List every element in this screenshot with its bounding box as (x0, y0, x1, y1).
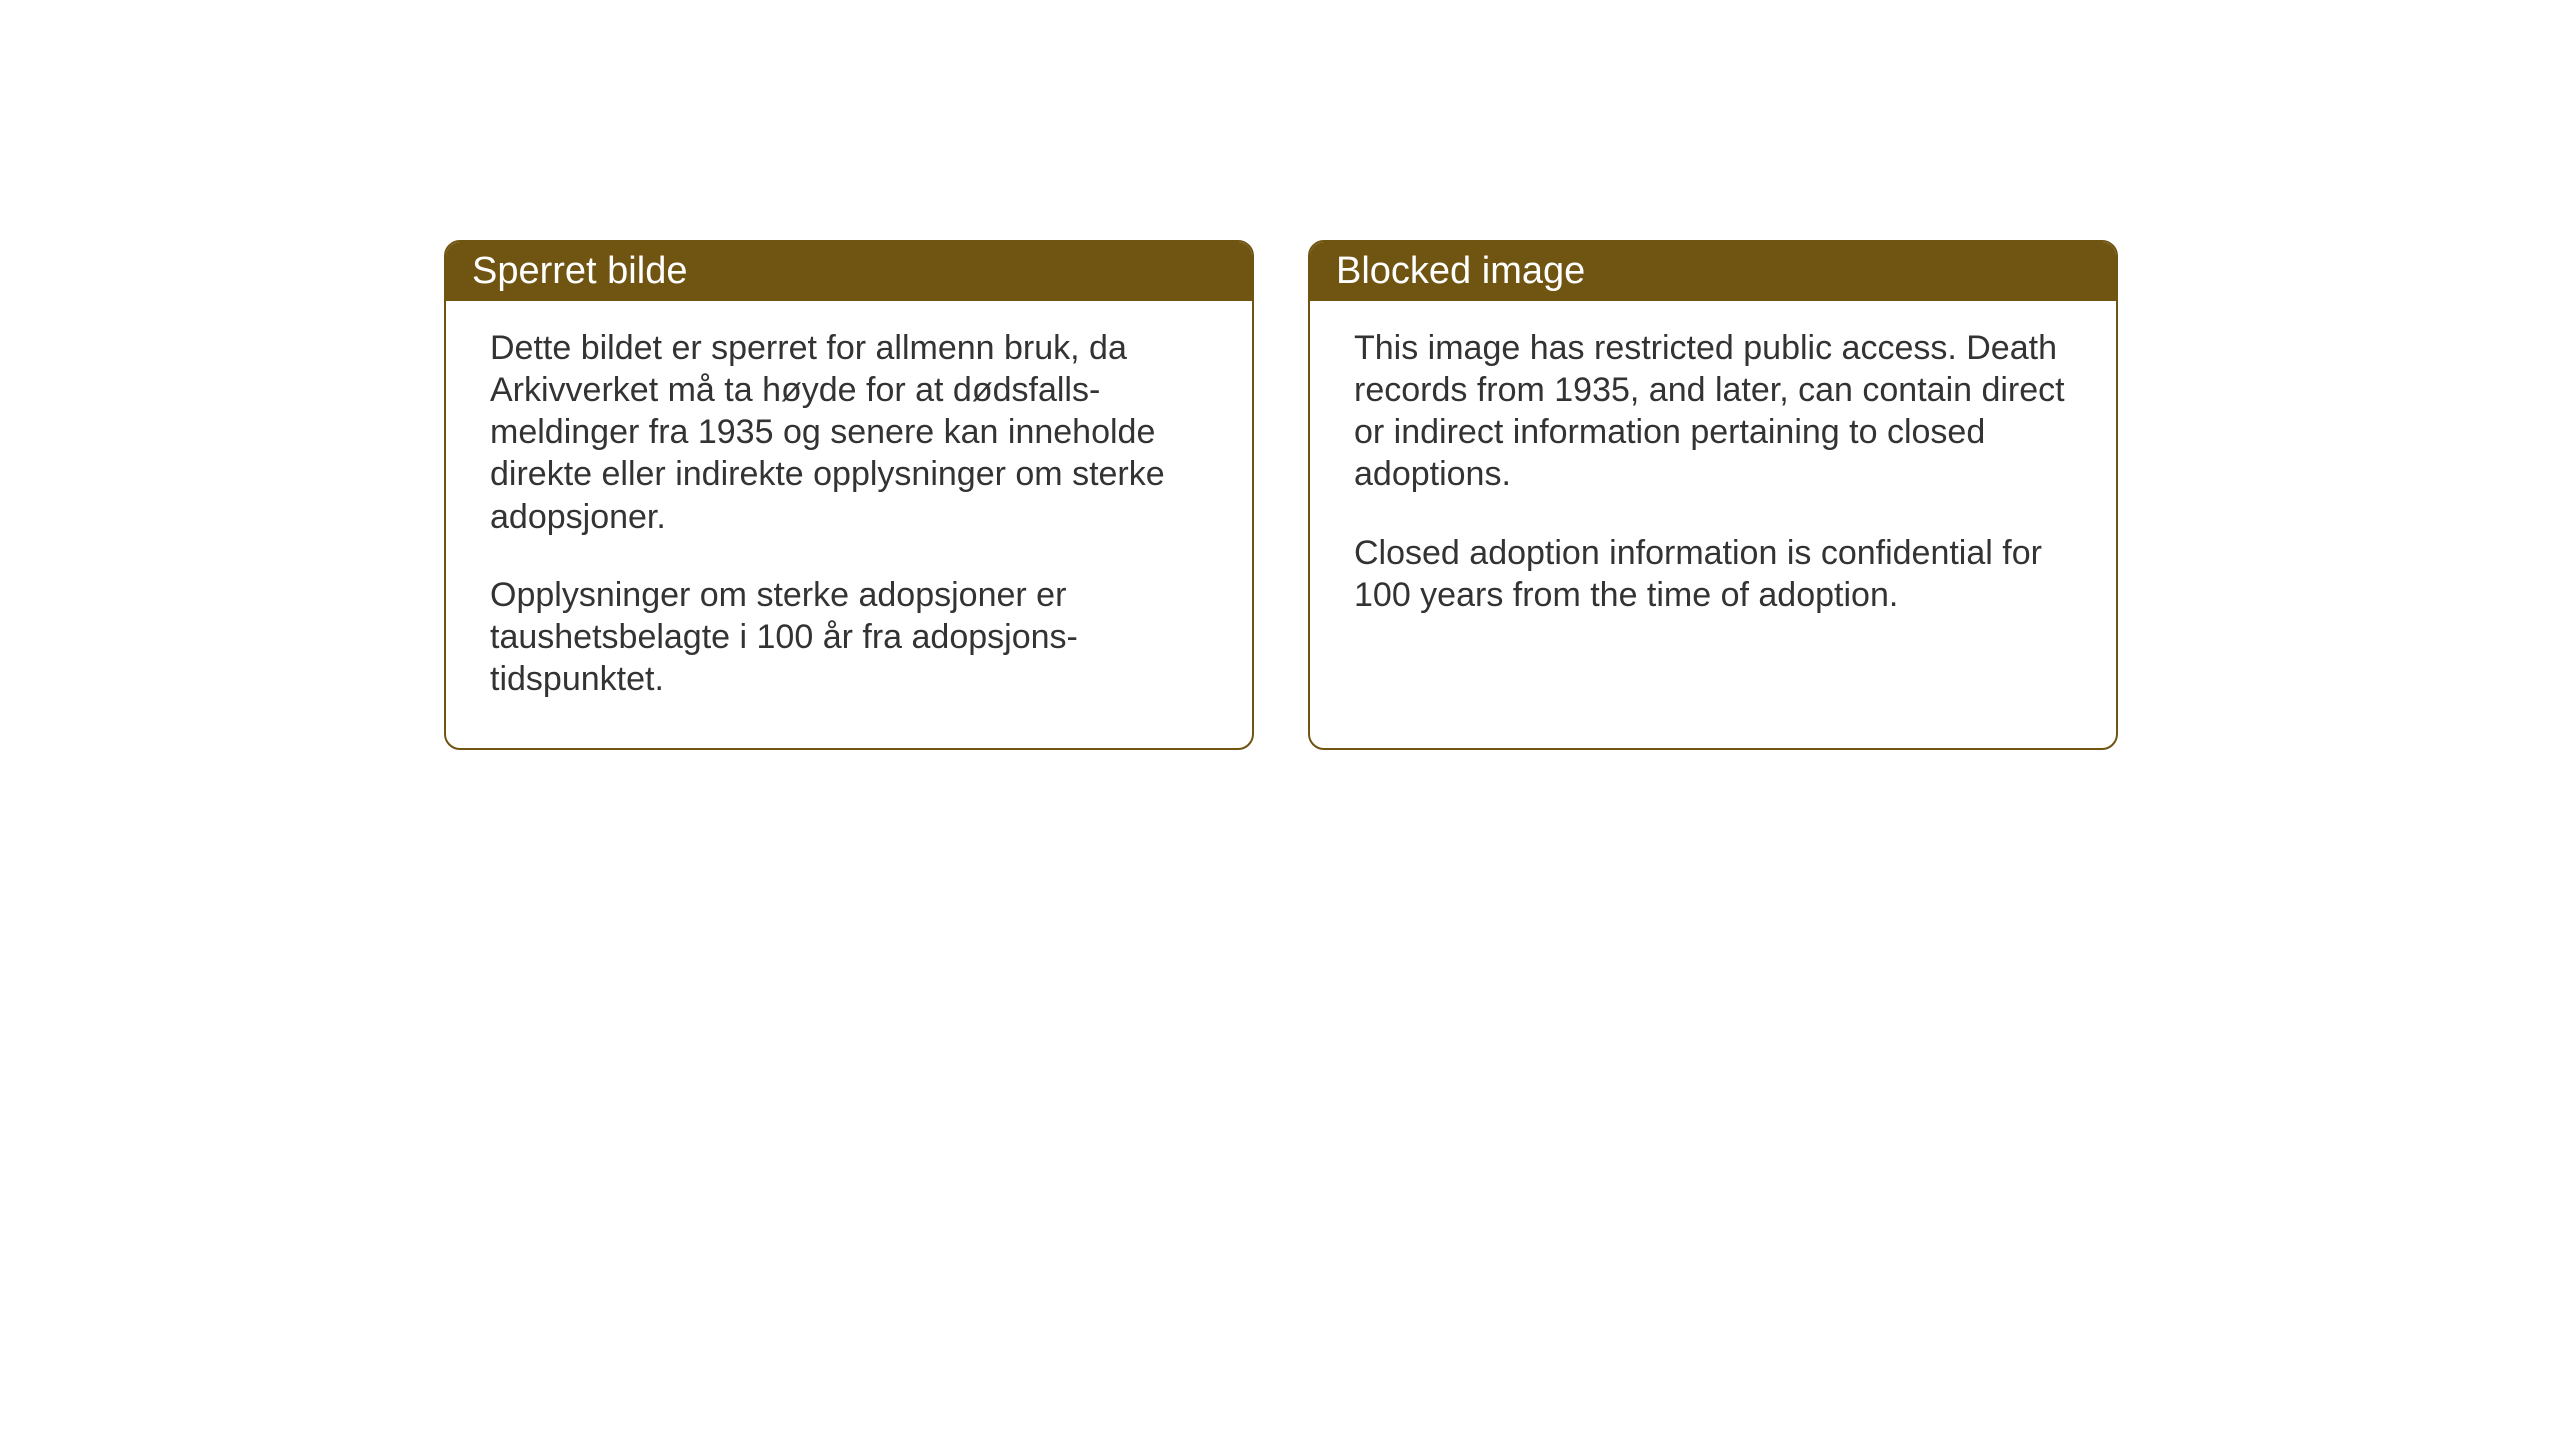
cards-container: Sperret bilde Dette bildet er sperret fo… (444, 240, 2560, 750)
paragraph-1-norwegian: Dette bildet er sperret for allmenn bruk… (490, 327, 1208, 538)
card-header-english: Blocked image (1310, 242, 2116, 301)
card-header-norwegian: Sperret bilde (446, 242, 1252, 301)
paragraph-2-english: Closed adoption information is confident… (1354, 532, 2072, 616)
card-body-english: This image has restricted public access.… (1310, 301, 2116, 642)
card-english: Blocked image This image has restricted … (1308, 240, 2118, 750)
paragraph-1-english: This image has restricted public access.… (1354, 327, 2072, 496)
card-norwegian: Sperret bilde Dette bildet er sperret fo… (444, 240, 1254, 750)
card-body-norwegian: Dette bildet er sperret for allmenn bruk… (446, 301, 1252, 726)
card-title-norwegian: Sperret bilde (472, 250, 687, 292)
paragraph-2-norwegian: Opplysninger om sterke adopsjoner er tau… (490, 574, 1208, 700)
card-title-english: Blocked image (1336, 250, 1585, 292)
